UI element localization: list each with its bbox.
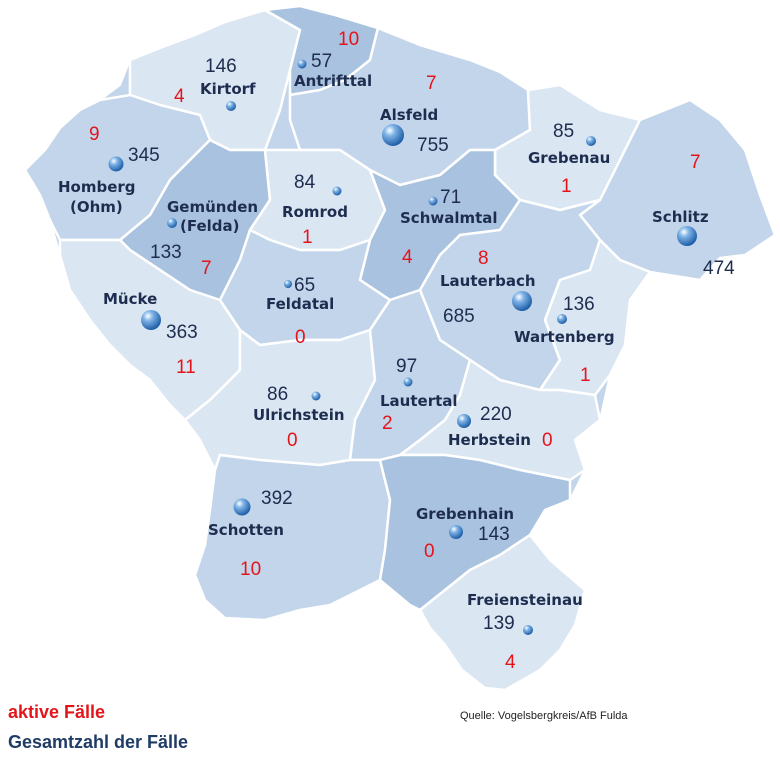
town-name-schlitz: Schlitz	[652, 208, 709, 226]
marker-romrod	[332, 186, 342, 196]
active-lauterbach: 8	[478, 248, 489, 269]
town-name-kirtorf: Kirtorf	[200, 80, 256, 98]
total-wartenberg: 136	[563, 294, 595, 315]
active-alsfeld: 7	[426, 73, 437, 94]
town-name-lautertal: Lautertal	[380, 392, 458, 410]
active-case-counts: 4 10 7 1 7 9 7 1 4 8 1 11 0 0 2 0 10 0 4	[89, 29, 701, 673]
town-name-grebenau: Grebenau	[528, 149, 610, 167]
active-schotten: 10	[240, 559, 261, 580]
marker-lautertal	[403, 377, 413, 387]
total-grebenau: 85	[553, 121, 574, 142]
marker-wartenberg	[557, 314, 567, 324]
active-schlitz: 7	[690, 152, 701, 173]
total-herbstein: 220	[480, 404, 512, 425]
marker-ulrichstein	[311, 391, 321, 401]
total-romrod: 84	[294, 172, 316, 193]
marker-freiensteinau	[523, 625, 533, 635]
active-wartenberg: 1	[580, 365, 591, 386]
total-muecke: 363	[166, 322, 198, 343]
region-schotten	[193, 453, 392, 622]
active-schwalmtal: 4	[402, 247, 413, 268]
total-feldatal: 65	[294, 275, 315, 296]
marker-lauterbach	[512, 291, 532, 311]
total-alsfeld: 755	[417, 135, 449, 156]
legend-total-cases: Gesamtzahl der Fälle	[8, 732, 189, 752]
total-homberg: 345	[128, 145, 160, 166]
marker-alsfeld	[382, 124, 404, 146]
total-grebenhain: 143	[478, 524, 510, 545]
total-antrifttal: 57	[311, 51, 332, 72]
marker-homberg	[108, 156, 124, 172]
marker-gemuenden	[167, 218, 177, 228]
active-freiensteinau: 4	[505, 652, 516, 673]
town-names: Kirtorf Antrifttal Alsfeld Grebenau Schl…	[58, 72, 709, 609]
district-map: Kirtorf Antrifttal Alsfeld Grebenau Schl…	[23, 4, 777, 692]
total-kirtorf: 146	[205, 56, 237, 77]
town-name-ulrichstein: Ulrichstein	[253, 406, 345, 424]
total-ulrichstein: 86	[267, 384, 288, 405]
marker-muecke	[141, 310, 161, 330]
town-name-lauterbach: Lauterbach	[440, 272, 536, 290]
marker-schwalmtal	[428, 196, 438, 206]
town-name-homberg: Homberg	[58, 178, 136, 196]
marker-grebenau	[586, 136, 596, 146]
town-name-gemuenden-line2: (Felda)	[180, 217, 240, 235]
active-muecke: 11	[176, 357, 196, 378]
marker-schlitz	[677, 226, 697, 246]
marker-herbstein	[457, 414, 471, 428]
active-grebenau: 1	[561, 176, 572, 197]
marker-feldatal	[284, 280, 292, 288]
marker-kirtorf	[226, 101, 236, 111]
region-romrod	[248, 148, 387, 252]
active-kirtorf: 4	[174, 86, 185, 107]
total-schlitz: 474	[703, 258, 735, 279]
municipality-regions	[23, 4, 777, 692]
source-credit: Quelle: Vogelsbergkreis/AfB Fulda	[460, 710, 628, 722]
town-name-wartenberg: Wartenberg	[514, 328, 615, 346]
total-schwalmtal: 71	[440, 187, 461, 208]
town-name-grebenhain: Grebenhain	[416, 505, 514, 523]
total-case-counts: 146 57 755 85 474 345 133 84 71 685 136 …	[128, 51, 735, 634]
total-freiensteinau: 139	[483, 613, 515, 634]
total-gemuenden: 133	[150, 242, 182, 263]
marker-antrifttal	[297, 59, 307, 69]
active-feldatal: 0	[295, 327, 306, 348]
active-grebenhain: 0	[424, 541, 435, 562]
town-name-romrod: Romrod	[282, 203, 348, 221]
town-name-freiensteinau: Freiensteinau	[467, 591, 583, 609]
town-name-muecke: Mücke	[103, 290, 157, 308]
town-name-herbstein: Herbstein	[448, 431, 531, 449]
legend-active-cases: aktive Fälle	[8, 702, 106, 722]
active-homberg: 9	[89, 124, 100, 145]
town-name-antrifttal: Antrifttal	[294, 72, 372, 90]
region-freiensteinau	[418, 533, 587, 692]
active-romrod: 1	[302, 227, 313, 248]
town-name-feldatal: Feldatal	[266, 295, 334, 313]
total-lauterbach: 685	[443, 306, 475, 327]
total-schotten: 392	[261, 488, 293, 509]
town-markers	[108, 59, 697, 635]
active-gemuenden: 7	[201, 258, 212, 279]
marker-grebenhain	[449, 525, 463, 539]
town-name-schwalmtal: Schwalmtal	[400, 209, 498, 227]
town-name-gemuenden: Gemünden	[167, 198, 258, 216]
active-herbstein: 0	[542, 430, 553, 451]
town-name-schotten: Schotten	[208, 521, 284, 539]
town-name-homberg-line2: (Ohm)	[70, 198, 123, 216]
total-lautertal: 97	[396, 356, 417, 377]
active-antrifttal: 10	[338, 29, 359, 50]
town-name-alsfeld: Alsfeld	[380, 106, 438, 124]
active-lautertal: 2	[382, 413, 393, 434]
active-ulrichstein: 0	[287, 430, 298, 451]
marker-schotten	[233, 498, 251, 516]
